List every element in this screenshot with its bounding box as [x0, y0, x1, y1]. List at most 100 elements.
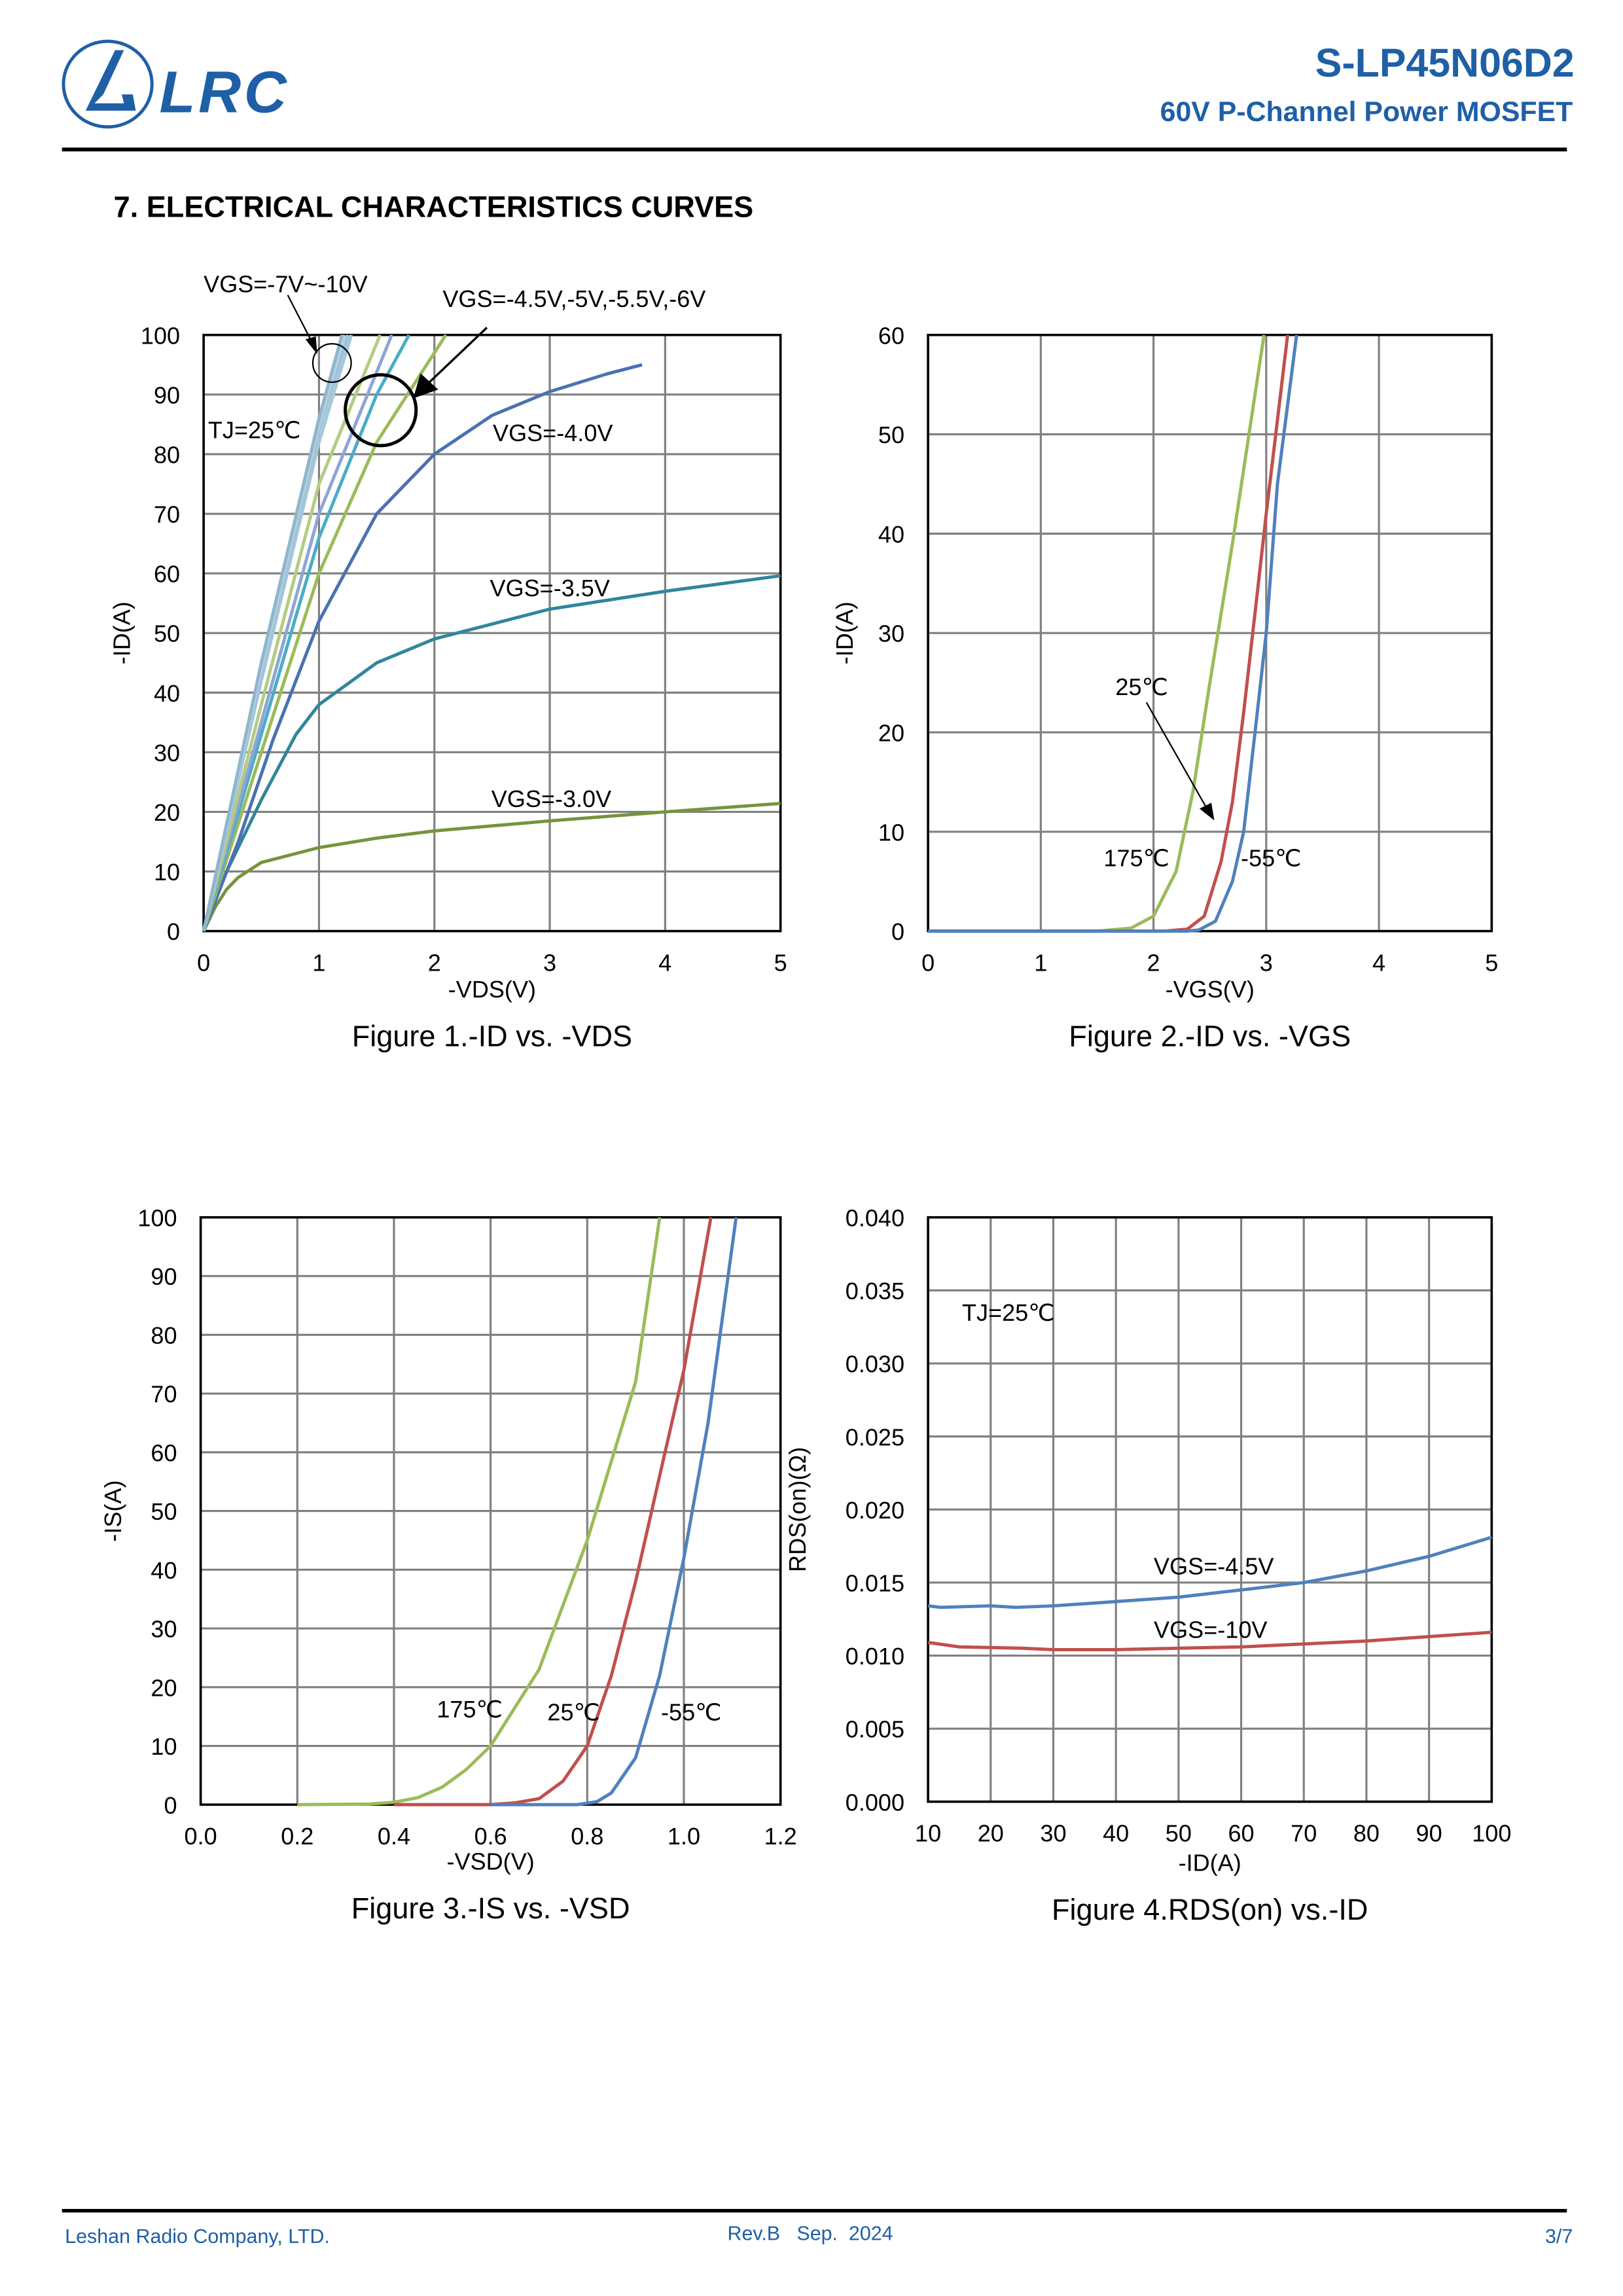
- y-tick-label: 50: [878, 422, 904, 448]
- figure-caption: Figure 1.-ID vs. -VDS: [352, 1019, 632, 1052]
- y-tick-label: 100: [137, 1204, 177, 1231]
- x-tick-label: 3: [1260, 949, 1273, 976]
- y-axis-label: RDS(on)(Ω): [784, 1447, 811, 1572]
- footer-page-number: 3/7: [1545, 2225, 1573, 2248]
- x-tick-label: 0.2: [281, 1823, 313, 1850]
- annotation-vgs-3-5: VGS=-3.5V: [490, 575, 610, 601]
- x-tick-label: 60: [1228, 1820, 1254, 1847]
- y-tick-label: 0.015: [846, 1570, 904, 1596]
- y-tick-label: 0.000: [846, 1789, 904, 1816]
- footer-revision: Rev.B Sep. 2024: [727, 2222, 893, 2244]
- figure-1-annotations: VGS=-7V~-10V VGS=-4.5V,-5V,-5.5V,-6V TJ=…: [204, 270, 705, 812]
- x-tick-label: 1.0: [668, 1823, 700, 1850]
- section-title: 7. ELECTRICAL CHARACTERISTICS CURVES: [114, 190, 754, 223]
- figure-caption: Figure 3.-IS vs. -VSD: [351, 1892, 630, 1925]
- header-divider: [62, 147, 1567, 152]
- series-line-vgs-3-0v: [202, 802, 781, 932]
- y-tick-label: 10: [154, 859, 180, 886]
- x-tick-label: 5: [774, 949, 787, 976]
- lrc-logo: LRC: [62, 39, 287, 129]
- x-tick-label: 4: [658, 949, 671, 976]
- annotation-25c: 25℃: [547, 1699, 600, 1726]
- x-tick-label: 70: [1291, 1820, 1317, 1847]
- y-tick-label: 0.025: [846, 1424, 904, 1450]
- y-tick-label: 0.005: [846, 1716, 904, 1743]
- y-axis-label: -ID(A): [831, 601, 858, 664]
- x-tick-label: 1.2: [764, 1823, 797, 1850]
- series-line-vgs-6v: [202, 334, 382, 932]
- arrowhead-icon: [305, 336, 317, 355]
- y-tick-label: 0.030: [846, 1351, 904, 1378]
- y-tick-label: 0.035: [846, 1278, 904, 1304]
- annotation-175c: 175℃: [1103, 844, 1169, 871]
- y-tick-label: 90: [151, 1263, 177, 1290]
- series-line-vgs-4-5v: [202, 334, 448, 932]
- y-tick-label: 0: [164, 1792, 177, 1819]
- x-tick-label: 0.4: [378, 1823, 410, 1850]
- figure-caption: Figure 2.-ID vs. -VGS: [1069, 1019, 1351, 1052]
- x-tick-label: 50: [1166, 1820, 1192, 1847]
- annotation-vgs-4-5-6: VGS=-4.5V,-5V,-5.5V,-6V: [442, 285, 705, 312]
- y-tick-label: 20: [151, 1674, 177, 1701]
- annotation-vgs-3-0: VGS=-3.0V: [491, 785, 611, 812]
- x-axis-label: -VSD(V): [447, 1848, 535, 1874]
- annotation-175c: 175℃: [437, 1696, 503, 1723]
- annotation-25c: 25℃: [1115, 673, 1168, 700]
- x-tick-label: 1: [1034, 949, 1047, 976]
- x-tick-label: 2: [428, 949, 441, 976]
- figure-4-annotations: TJ=25℃ VGS=-4.5V VGS=-10V: [962, 1299, 1274, 1643]
- series-line--55-: [490, 1217, 738, 1806]
- y-tick-label: 60: [154, 561, 180, 588]
- annotation-minus55c: -55℃: [1241, 844, 1302, 871]
- annotation-vgs-4-5: VGS=-4.5V: [1154, 1553, 1274, 1580]
- arrow-line: [1145, 702, 1208, 810]
- plot-frame: [202, 333, 782, 933]
- series-line--55-: [928, 334, 1298, 933]
- annotation-vgs-10: VGS=-10V: [1154, 1616, 1267, 1643]
- series-line-vgs-10v: [927, 1630, 1492, 1652]
- arrowhead-icon: [413, 373, 438, 399]
- x-tick-label: 5: [1485, 949, 1498, 976]
- x-tick-label: 90: [1416, 1820, 1442, 1847]
- arrow-line: [287, 295, 313, 344]
- x-tick-label: 0: [921, 949, 935, 976]
- y-tick-label: 70: [154, 501, 180, 528]
- figure-caption: Figure 4.RDS(on) vs.-ID: [1052, 1893, 1368, 1926]
- series-line-vgs-4-5v: [927, 1535, 1493, 1609]
- arrow-line: [427, 327, 488, 385]
- x-tick-label: 2: [1147, 949, 1160, 976]
- y-tick-label: 50: [151, 1498, 177, 1525]
- y-tick-label: 40: [154, 680, 180, 707]
- x-tick-label: 0.0: [185, 1823, 217, 1850]
- highlight-circle-large: [344, 373, 418, 448]
- y-tick-label: 40: [151, 1557, 177, 1584]
- y-tick-label: 0: [167, 918, 180, 945]
- x-tick-label: 4: [1372, 949, 1385, 976]
- x-tick-label: 3: [543, 949, 556, 976]
- y-axis-label: -IS(A): [99, 1480, 126, 1542]
- x-axis-label: -VDS(V): [448, 976, 536, 1003]
- part-subtitle: 60V P-Channel Power MOSFET: [1160, 96, 1573, 128]
- y-tick-label: 60: [151, 1439, 177, 1466]
- series-line-vgs-3-5v: [202, 574, 781, 932]
- y-tick-label: 90: [154, 382, 180, 408]
- x-axis-label: -ID(A): [1179, 1850, 1241, 1876]
- y-tick-label: 10: [878, 819, 904, 846]
- series-line-vgs-4-0v: [202, 363, 643, 932]
- x-tick-label: 100: [1472, 1820, 1511, 1847]
- y-axis-label: -ID(A): [108, 601, 135, 664]
- y-tick-label: 40: [878, 521, 904, 548]
- x-tick-label: 1: [312, 949, 325, 976]
- x-tick-label: 0.6: [474, 1823, 507, 1850]
- part-number: S-LP45N06D2: [1315, 41, 1575, 85]
- y-tick-label: 60: [878, 322, 904, 349]
- annotation-minus55c: -55℃: [661, 1699, 722, 1726]
- y-tick-label: 0.020: [846, 1497, 904, 1524]
- y-tick-label: 30: [154, 740, 180, 766]
- y-tick-label: 30: [151, 1616, 177, 1643]
- y-tick-label: 70: [151, 1381, 177, 1408]
- y-tick-label: 0.010: [846, 1643, 904, 1670]
- y-tick-label: 0.040: [846, 1204, 904, 1231]
